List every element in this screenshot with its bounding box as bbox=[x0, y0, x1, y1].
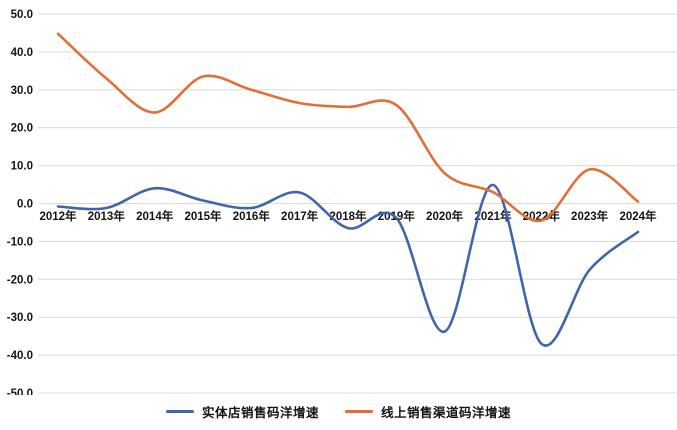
x-axis-tick-label: 2012年 bbox=[39, 209, 77, 223]
y-axis-tick-label: -30.0 bbox=[7, 312, 33, 324]
online-series-label: 线上销售渠道码洋增速 bbox=[381, 405, 512, 420]
x-axis-tick-label: 2014年 bbox=[136, 209, 174, 223]
chart-legend: 实体店销售码洋增速 线上销售渠道码洋增速 bbox=[0, 395, 677, 427]
offline-store-series-line bbox=[56, 183, 640, 347]
x-axis-tick-label: 2023年 bbox=[571, 209, 609, 223]
offline-series-label: 实体店销售码洋增速 bbox=[201, 405, 319, 420]
y-axis-tick-label: -40.0 bbox=[7, 350, 33, 362]
line-chart-canvas: 50.0 40.0 30.0 20.0 10.0 0.0 -10.0 -20.0 -30.0 -4… bbox=[7, 9, 677, 395]
x-axis-tick-label: 2024年 bbox=[619, 209, 657, 223]
online-series-swatch-icon bbox=[345, 409, 373, 413]
y-axis-tick-label: 0.0 bbox=[17, 199, 33, 211]
offline-series-swatch-icon bbox=[165, 409, 194, 413]
online-channel-series-line bbox=[56, 32, 640, 223]
x-axis-tick-label: 2021年 bbox=[474, 209, 512, 223]
x-axis-tick-label: 2015年 bbox=[184, 209, 222, 223]
y-axis-tick-label: -10.0 bbox=[7, 236, 33, 248]
y-axis-tick-label: 50.0 bbox=[11, 9, 33, 21]
x-axis-tick-label: 2017年 bbox=[281, 209, 319, 223]
x-axis-tick-label: 2020年 bbox=[426, 209, 464, 223]
y-axis-tick-label: 30.0 bbox=[11, 85, 33, 97]
y-axis-tick-label: -20.0 bbox=[7, 274, 33, 286]
y-axis-tick-label: 20.0 bbox=[11, 123, 33, 135]
y-axis-tick-label: -50.0 bbox=[7, 388, 33, 395]
legend-item-offline-store: 实体店销售码洋增速 bbox=[165, 402, 319, 421]
y-axis-tick-label: 40.0 bbox=[11, 47, 33, 59]
x-axis-tick-label: 2013年 bbox=[88, 209, 126, 223]
y-axis-tick-label: 10.0 bbox=[11, 161, 33, 173]
x-axis-tick-label: 2016年 bbox=[233, 209, 271, 223]
legend-item-online-channel: 线上销售渠道码洋增速 bbox=[345, 402, 511, 421]
x-axis-tick-label: 2019年 bbox=[378, 209, 416, 223]
x-axis-tick-label: 2018年 bbox=[329, 209, 367, 223]
